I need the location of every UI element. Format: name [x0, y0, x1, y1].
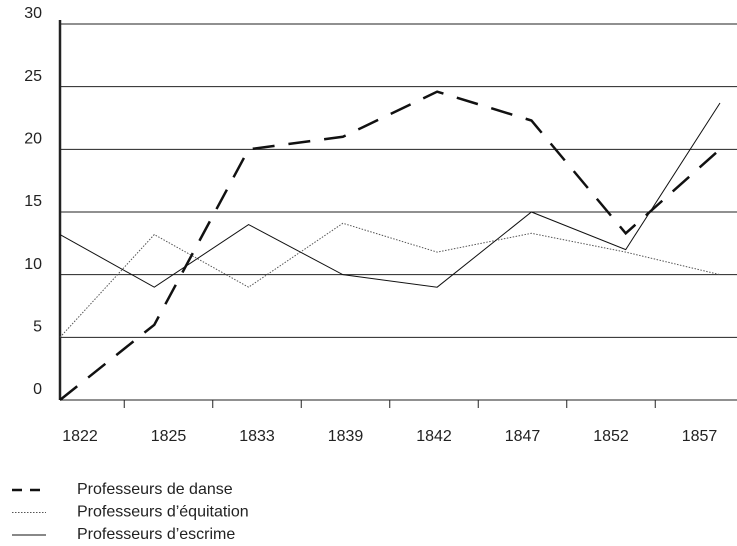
x-tick-label: 1847: [505, 428, 541, 445]
legend-label: Professeurs de danse: [77, 481, 233, 498]
y-tick-label: 0: [33, 381, 42, 398]
x-tick-label: 1839: [328, 428, 364, 445]
y-tick-label: 25: [24, 68, 42, 85]
y-tick-label: 10: [24, 256, 42, 273]
y-tick-label: 20: [24, 131, 42, 148]
legend-label: Professeurs d’escrime: [77, 526, 235, 543]
x-tick-label: 1833: [239, 428, 275, 445]
line-series: [59, 90, 721, 401]
x-tick-label: 1857: [682, 428, 718, 445]
line-series: [59, 102, 721, 288]
x-tick-label: 1842: [416, 428, 452, 445]
legend-label: Professeurs d’équitation: [77, 504, 249, 521]
x-tick-label: 1852: [593, 428, 629, 445]
line-series: [59, 222, 721, 338]
y-tick-label: 5: [33, 319, 42, 336]
y-tick-label: 30: [24, 5, 42, 22]
x-tick-label: 1825: [151, 428, 187, 445]
y-tick-label: 15: [24, 193, 42, 210]
x-tick-label: 1822: [62, 428, 98, 445]
